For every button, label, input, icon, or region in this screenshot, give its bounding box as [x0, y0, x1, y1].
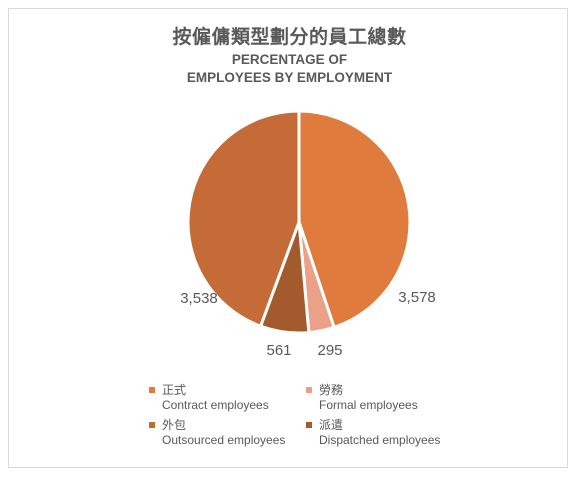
- legend-label-en-dispatched-employees: Dispatched employees: [319, 433, 441, 447]
- legend-item-dispatched-employees: 派遣 Dispatched employees: [306, 418, 456, 448]
- legend-label-en-outsourced-employees: Outsourced employees: [162, 433, 286, 447]
- legend-label-cn-contract-employees: 正式: [162, 383, 187, 397]
- chart-title: 按僱傭類型劃分的員工總數: [172, 26, 407, 48]
- legend-swatch-outsourced-employees: [149, 422, 155, 428]
- pie-slice-outsourced-employees: [186, 109, 301, 328]
- legend-item-contract-employees: 正式 Contract employees: [149, 383, 299, 413]
- legend-label-cn-formal-employees: 勞務: [319, 383, 344, 397]
- legend-label-en-contract-employees: Contract employees: [162, 398, 269, 412]
- pie-slice-contract-employees: [297, 109, 412, 329]
- data-label-outsourced-employees: 3,538: [180, 290, 218, 307]
- legend-item-outsourced-employees: 外包 Outsourced employees: [149, 418, 299, 448]
- legend-swatch-formal-employees: [306, 387, 312, 393]
- data-label-contract-employees: 3,578: [398, 289, 436, 306]
- chart-subtitle-line-1: PERCENTAGE OF: [231, 52, 348, 67]
- data-label-formal-employees: 295: [317, 342, 342, 359]
- legend-item-formal-employees: 勞務 Formal employees: [306, 383, 456, 413]
- legend-label-cn-outsourced-employees: 外包: [162, 418, 187, 432]
- legend-label-cn-dispatched-employees: 派遣: [319, 418, 344, 432]
- data-label-dispatched-employees: 561: [266, 342, 291, 359]
- legend-swatch-contract-employees: [149, 387, 155, 393]
- legend-label-en-formal-employees: Formal employees: [319, 398, 418, 412]
- chart-subtitle-line-2: EMPLOYEES BY EMPLOYMENT: [186, 70, 393, 85]
- legend-swatch-dispatched-employees: [306, 422, 312, 428]
